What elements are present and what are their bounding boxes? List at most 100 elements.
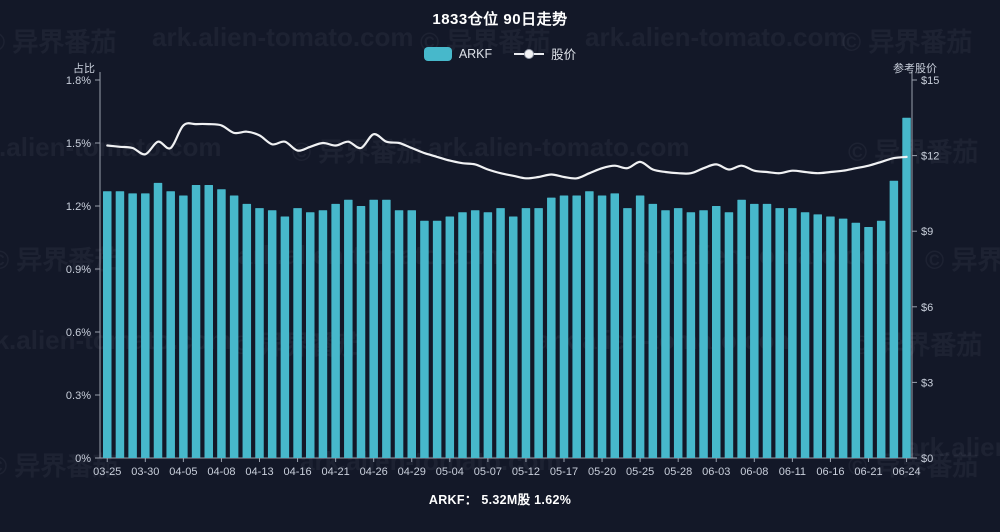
- bar[interactable]: [673, 208, 683, 458]
- x-axis-tick-label: 05-12: [512, 466, 540, 478]
- bar[interactable]: [103, 191, 112, 459]
- bar[interactable]: [572, 195, 581, 459]
- bar[interactable]: [762, 203, 772, 458]
- bar[interactable]: [724, 212, 734, 458]
- bar[interactable]: [534, 208, 543, 458]
- legend-label-price: 股价: [551, 48, 577, 62]
- x-axis-tick-label: 04-16: [283, 466, 311, 478]
- x-axis-tick-label: 06-21: [854, 466, 882, 478]
- bar[interactable]: [306, 212, 315, 458]
- bar[interactable]: [255, 208, 264, 458]
- bar[interactable]: [635, 195, 645, 459]
- x-axis-tick-label: 06-16: [816, 466, 844, 478]
- bar[interactable]: [851, 222, 861, 458]
- x-axis-tick-label: 03-30: [131, 466, 159, 478]
- bar[interactable]: [712, 206, 721, 458]
- bar[interactable]: [369, 199, 378, 458]
- bar[interactable]: [407, 210, 417, 458]
- legend-item-arkf[interactable]: ARKF: [423, 46, 493, 61]
- left-axis-tick-label: 1.8%: [66, 75, 91, 87]
- bar[interactable]: [775, 208, 784, 458]
- bar[interactable]: [559, 195, 569, 459]
- bar[interactable]: [496, 208, 505, 458]
- bar[interactable]: [521, 208, 531, 458]
- bar[interactable]: [331, 203, 340, 458]
- line-series-marker-icon: [514, 47, 545, 61]
- bar[interactable]: [623, 208, 632, 458]
- bar[interactable]: [661, 210, 670, 458]
- x-axis-tick-label: 04-05: [169, 466, 197, 478]
- bar[interactable]: [813, 214, 823, 458]
- x-axis-tick-label: 03-25: [93, 466, 121, 478]
- bar[interactable]: [547, 197, 556, 458]
- bar[interactable]: [141, 193, 150, 458]
- bar[interactable]: [280, 216, 290, 459]
- right-axis-tick-label: $12: [921, 151, 939, 163]
- bar[interactable]: [293, 208, 302, 458]
- bar[interactable]: [750, 203, 759, 458]
- bar[interactable]: [420, 220, 429, 458]
- bar[interactable]: [153, 182, 163, 458]
- bar[interactable]: [699, 210, 708, 458]
- left-axis-tick-label: 0.3%: [66, 390, 91, 402]
- bar[interactable]: [166, 191, 175, 459]
- bar[interactable]: [432, 220, 442, 458]
- price-line: [106, 122, 908, 180]
- bar[interactable]: [128, 193, 137, 458]
- x-axis-tick-label: 04-29: [398, 466, 426, 478]
- x-axis-tick-label: 04-08: [207, 466, 235, 478]
- bar[interactable]: [788, 208, 797, 458]
- bar[interactable]: [686, 212, 696, 458]
- bar[interactable]: [509, 216, 518, 459]
- x-axis-tick-label: 05-28: [664, 466, 692, 478]
- bar[interactable]: [229, 195, 239, 459]
- x-axis-tick-label: 06-11: [779, 466, 806, 478]
- bar[interactable]: [344, 199, 353, 458]
- bar[interactable]: [204, 185, 214, 458]
- bar[interactable]: [483, 212, 493, 458]
- bar[interactable]: [179, 195, 188, 459]
- bar[interactable]: [470, 210, 480, 458]
- bar[interactable]: [597, 195, 607, 459]
- x-axis-tick-label: 05-25: [626, 466, 654, 478]
- x-axis-tick-label: 04-26: [360, 466, 388, 478]
- bar[interactable]: [838, 218, 848, 458]
- x-axis-tick-label: 04-13: [245, 466, 273, 478]
- bar[interactable]: [585, 191, 594, 459]
- bar[interactable]: [191, 185, 201, 458]
- left-axis-tick-label: 0.9%: [66, 264, 91, 276]
- bar-series-swatch-icon: [423, 46, 452, 61]
- bar[interactable]: [800, 212, 810, 458]
- left-axis-title: 占比: [73, 63, 95, 75]
- bar[interactable]: [648, 203, 658, 458]
- right-axis-tick-label: $9: [921, 226, 933, 238]
- x-axis-tick-label: 04-21: [322, 466, 350, 478]
- x-axis-tick-label: 05-04: [436, 466, 464, 478]
- legend-item-price[interactable]: 股价: [514, 44, 576, 63]
- bar[interactable]: [394, 210, 404, 458]
- bar[interactable]: [267, 210, 277, 458]
- bar[interactable]: [445, 216, 455, 459]
- bar[interactable]: [610, 193, 620, 458]
- bar[interactable]: [889, 180, 899, 459]
- legend-label-arkf: ARKF: [458, 46, 493, 61]
- right-axis-tick-label: $0: [921, 453, 933, 465]
- bar[interactable]: [902, 117, 911, 459]
- bar[interactable]: [115, 191, 125, 459]
- chart-canvas: 1.8% 1.5% 1.2% 0.9% 0.6% 0.3% 0% $15 $12 $9 $6 $3 $0…: [66, 72, 939, 478]
- x-axis-tick-label: 06-08: [740, 466, 768, 478]
- bar[interactable]: [737, 199, 746, 458]
- bar[interactable]: [318, 210, 328, 458]
- right-axis-tick-label: $3: [921, 377, 933, 389]
- bar[interactable]: [864, 227, 873, 458]
- bar[interactable]: [458, 212, 467, 458]
- bar[interactable]: [242, 203, 252, 458]
- bar[interactable]: [876, 220, 886, 458]
- bar[interactable]: [382, 199, 391, 458]
- right-axis-tick-label: $6: [921, 302, 933, 314]
- bar[interactable]: [217, 189, 226, 458]
- bar[interactable]: [356, 206, 366, 458]
- bar[interactable]: [826, 216, 835, 459]
- right-axis-title: 参考股价: [893, 63, 937, 75]
